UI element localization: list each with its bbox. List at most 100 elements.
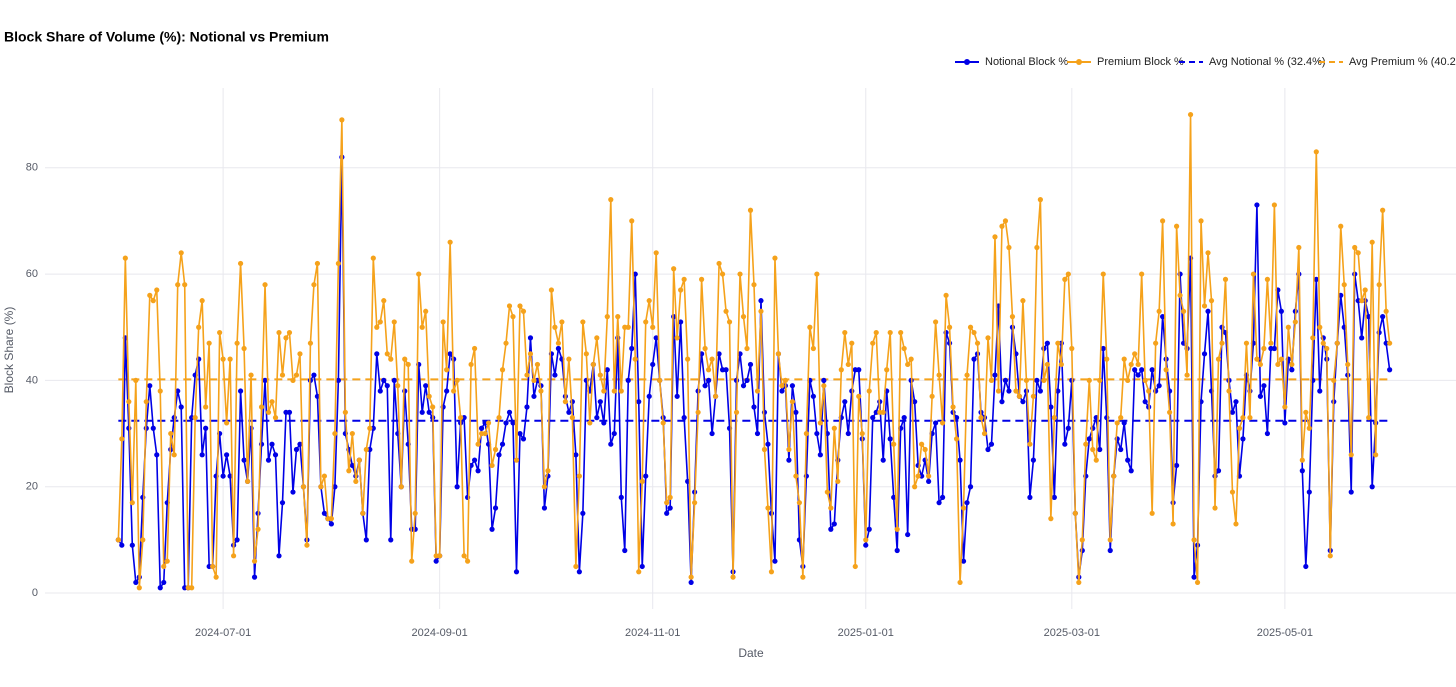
data-point xyxy=(272,415,279,421)
data-point xyxy=(863,542,869,548)
grid xyxy=(45,88,1456,609)
data-point xyxy=(1194,579,1201,586)
data-point xyxy=(1243,340,1250,346)
data-point xyxy=(328,521,334,527)
data-point xyxy=(671,266,677,272)
data-point xyxy=(999,223,1005,229)
data-point xyxy=(258,404,265,410)
data-point xyxy=(1240,436,1246,442)
data-point xyxy=(1170,521,1176,527)
data-point xyxy=(119,436,125,442)
data-point xyxy=(597,372,603,378)
data-point xyxy=(168,430,174,437)
data-point xyxy=(276,553,282,559)
data-point xyxy=(531,377,537,383)
data-point xyxy=(147,383,153,389)
data-point xyxy=(726,319,733,325)
data-point xyxy=(1034,377,1040,383)
data-point xyxy=(810,393,816,399)
data-point xyxy=(297,351,303,357)
data-point xyxy=(1289,361,1295,368)
data-point xyxy=(1135,361,1141,368)
data-point xyxy=(126,399,132,405)
data-point xyxy=(573,452,579,458)
legend-label: Notional Block % xyxy=(985,56,1068,68)
data-point xyxy=(1037,197,1043,203)
data-point xyxy=(182,282,188,288)
data-point xyxy=(1292,319,1298,325)
data-point xyxy=(482,430,488,437)
data-point xyxy=(985,335,991,341)
data-point xyxy=(437,553,443,559)
data-point xyxy=(933,319,939,325)
data-point xyxy=(992,372,998,378)
data-point xyxy=(964,372,970,378)
data-point xyxy=(1125,377,1131,383)
data-point xyxy=(1156,308,1162,314)
data-point xyxy=(276,329,282,336)
data-point xyxy=(220,473,226,479)
data-point xyxy=(1020,298,1026,304)
data-point xyxy=(789,383,796,389)
data-point xyxy=(1048,404,1054,410)
data-point xyxy=(538,388,544,394)
data-point xyxy=(402,356,408,362)
data-point xyxy=(447,351,453,357)
series-line xyxy=(117,113,1391,589)
data-point xyxy=(499,367,506,373)
data-point xyxy=(503,420,509,426)
data-point xyxy=(234,340,240,346)
data-point xyxy=(468,361,474,368)
data-point xyxy=(164,558,170,564)
data-point xyxy=(447,239,453,245)
data-point xyxy=(203,404,209,410)
data-point xyxy=(133,377,139,383)
data-point xyxy=(1327,553,1333,559)
data-point xyxy=(856,367,862,373)
data-point xyxy=(283,335,289,341)
data-point xyxy=(150,425,156,431)
data-point xyxy=(220,356,226,362)
data-point xyxy=(712,393,719,399)
data-point xyxy=(433,558,439,564)
data-point xyxy=(555,345,562,352)
data-point xyxy=(1222,276,1229,282)
x-axis-title: Date xyxy=(738,646,764,660)
data-point xyxy=(946,324,953,330)
data-point xyxy=(754,430,761,437)
data-point xyxy=(552,372,558,378)
data-point xyxy=(293,446,300,453)
data-point xyxy=(636,399,642,405)
data-point xyxy=(891,441,897,447)
data-point xyxy=(828,526,834,532)
data-point xyxy=(625,324,631,330)
data-point xyxy=(650,324,656,330)
data-point xyxy=(884,367,890,373)
data-point xyxy=(454,377,460,383)
data-point xyxy=(1187,111,1194,118)
data-point xyxy=(594,415,600,421)
data-point xyxy=(814,271,820,277)
data-point xyxy=(1320,340,1326,346)
data-point xyxy=(587,420,593,426)
data-point xyxy=(126,425,132,431)
data-point xyxy=(1233,521,1239,527)
data-point xyxy=(451,388,457,394)
data-point xyxy=(1142,377,1148,383)
data-point xyxy=(492,446,499,453)
data-point xyxy=(824,489,830,495)
data-point xyxy=(985,446,991,453)
data-point xyxy=(269,441,275,447)
data-point xyxy=(1048,516,1054,522)
data-point xyxy=(1191,537,1197,543)
data-point xyxy=(828,505,834,511)
data-point xyxy=(143,399,149,405)
y-tick-label: 0 xyxy=(32,587,38,599)
x-tick-label: 2024-07-01 xyxy=(195,627,251,639)
data-point xyxy=(912,484,918,490)
data-point xyxy=(653,250,659,256)
data-point xyxy=(632,271,638,277)
data-point xyxy=(1173,223,1180,229)
data-point xyxy=(444,388,450,394)
data-point xyxy=(293,372,300,378)
